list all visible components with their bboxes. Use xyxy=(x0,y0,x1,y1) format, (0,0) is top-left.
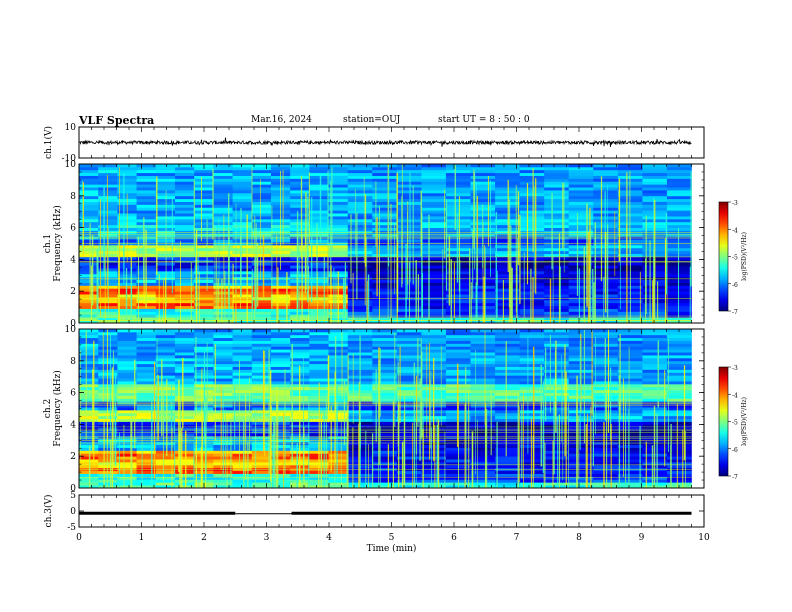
ch3-waveform-ytick-label: 5 xyxy=(70,491,76,501)
ch1-spectrogram-ytick-label: 8 xyxy=(70,192,76,202)
ch1-waveform-ylabel: ch.1(V) xyxy=(43,126,54,159)
svg-text:log(PSD)(V²/Hz): log(PSD)(V²/Hz) xyxy=(741,397,748,446)
x-tick-label: 8 xyxy=(576,533,582,543)
ch2-spectrogram-colorbar-tick: -6 xyxy=(732,447,738,454)
x-axis-label: Time (min) xyxy=(367,543,417,554)
ch2-spectrogram-ytick-label: 6 xyxy=(70,389,76,399)
ch2-spectrogram-ytick-label: 10 xyxy=(65,325,77,335)
ch1-spectrogram-ytick-label: 10 xyxy=(65,160,77,170)
ch1-spectrogram-colorbar-label: log(PSD)(V²/Hz) xyxy=(741,232,748,281)
ch2-spectrogram-colorbar-tick: -7 xyxy=(732,474,738,481)
ch3-waveform-ytick-label: 0 xyxy=(70,507,76,517)
x-tick-label: 4 xyxy=(326,533,332,543)
ch1-spectrogram-colorbar-tick: -7 xyxy=(732,309,738,316)
svg-text:ch.2: ch.2 xyxy=(43,399,53,418)
svg-text:ch.3(V): ch.3(V) xyxy=(43,495,54,528)
svg-text:Frequency (kHz): Frequency (kHz) xyxy=(52,205,63,282)
ch2-spectrogram-colorbar-tick: -5 xyxy=(732,420,738,427)
ch2-spectrogram-colorbar-label: log(PSD)(V²/Hz) xyxy=(741,397,748,446)
ch1-spectrogram-colorbar-tick: -6 xyxy=(732,282,738,289)
ch2-spectrogram-ytick-label: 8 xyxy=(70,357,76,367)
x-tick-label: 0 xyxy=(76,533,82,543)
svg-text:ch.1(V): ch.1(V) xyxy=(43,126,54,159)
svg-text:ch.1: ch.1 xyxy=(43,234,53,253)
ch1-waveform-ytick-label: -10 xyxy=(62,154,77,164)
x-tick-label: 1 xyxy=(139,533,145,543)
x-tick-label: 7 xyxy=(514,533,520,543)
ch1-spectrogram-ytick-label: 2 xyxy=(70,287,76,297)
ch2-spectrogram-colorbar-tick: -4 xyxy=(732,392,738,399)
x-tick-label: 6 xyxy=(451,533,457,543)
ch2-spectrogram-ytick-label: 2 xyxy=(70,452,76,462)
ch2-spectrogram-ylabel: ch.2 Frequency (kHz) xyxy=(43,370,63,447)
ch1-spectrogram-colorbar-tick: -4 xyxy=(732,227,738,234)
ch1-spectrogram-ytick-label: 6 xyxy=(70,224,76,234)
start-ut-label: start UT = 8 : 50 : 0 xyxy=(438,115,530,125)
x-tick-label: 10 xyxy=(698,533,710,543)
x-tick-label: 3 xyxy=(264,533,270,543)
ch1-spectrogram-colorbar xyxy=(718,201,729,312)
ch1-spectrogram-ytick-label: 4 xyxy=(70,255,76,265)
x-tick-label: 5 xyxy=(389,533,395,543)
ch1-spectrogram-heatmap xyxy=(79,164,692,324)
ch3-waveform-frame xyxy=(78,494,705,528)
ch1-waveform-ytick-label: 10 xyxy=(65,123,77,133)
ch1-spectrogram-ylabel: ch.1 Frequency (kHz) xyxy=(43,205,63,282)
chart-title: VLF Spectra xyxy=(79,114,155,127)
ch1-spectrogram-ytick-label: 0 xyxy=(70,319,76,329)
x-tick-label: 2 xyxy=(201,533,207,543)
ch2-spectrogram-heatmap xyxy=(79,329,692,489)
ch1-waveform-series xyxy=(79,137,692,148)
ch2-spectrogram-colorbar xyxy=(718,366,729,477)
svg-text:Frequency (kHz): Frequency (kHz) xyxy=(52,370,63,447)
x-tick-label: 9 xyxy=(639,533,645,543)
ch1-spectrogram-colorbar-tick: -5 xyxy=(732,255,738,262)
svg-text:log(PSD)(V²/Hz): log(PSD)(V²/Hz) xyxy=(741,232,748,281)
ch2-spectrogram-ytick-label: 4 xyxy=(70,420,76,430)
ch3-waveform-ytick-label: -5 xyxy=(67,523,76,533)
ch2-spectrogram-ytick-label: 0 xyxy=(70,484,76,494)
station-label: station=OUJ xyxy=(343,115,401,125)
ch3-waveform-ylabel: ch.3(V) xyxy=(43,495,54,528)
ch2-spectrogram-colorbar-tick: -3 xyxy=(732,365,738,372)
date-label: Mar.16, 2024 xyxy=(251,115,312,125)
ch1-spectrogram-colorbar-tick: -3 xyxy=(732,200,738,207)
